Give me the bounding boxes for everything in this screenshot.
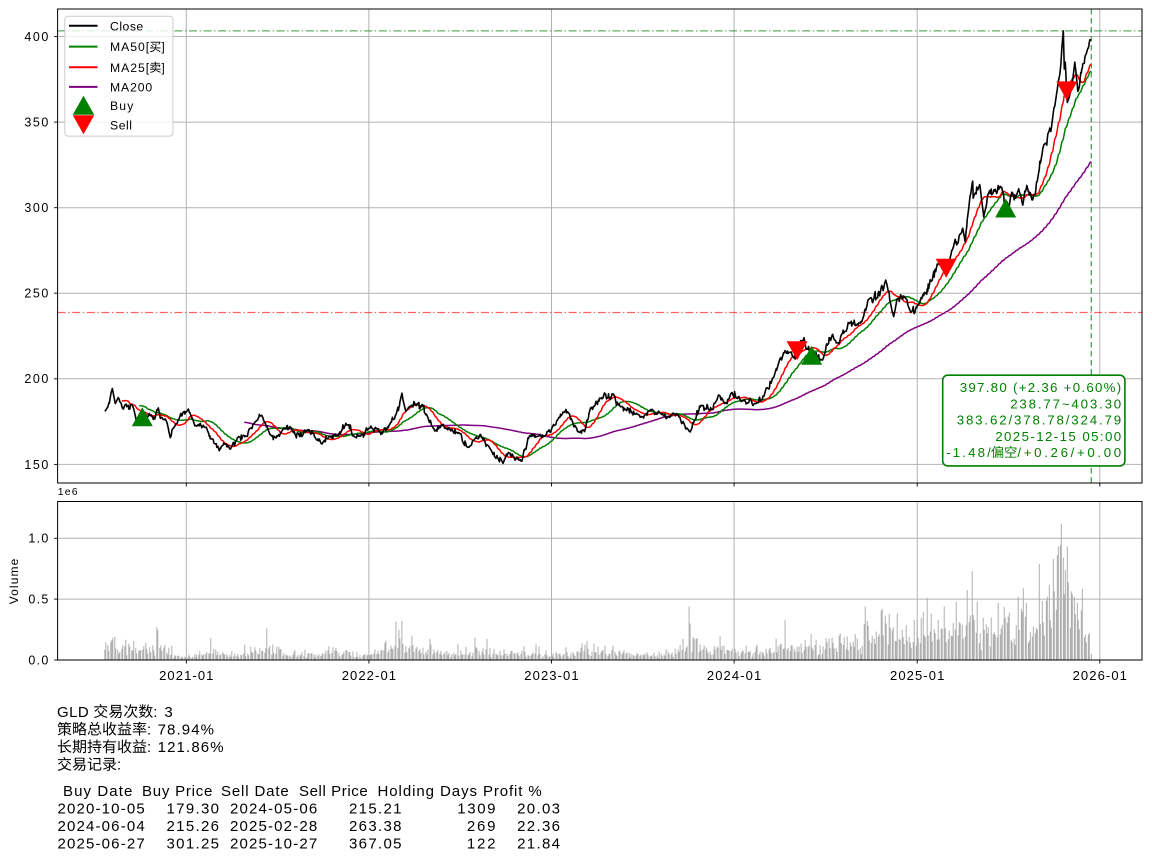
svg-text:397.80 (+2.36 +0.60%): 397.80 (+2.36 +0.60%) — [960, 380, 1121, 395]
svg-text:2025-01: 2025-01 — [890, 668, 944, 683]
svg-text:2026-01: 2026-01 — [1073, 668, 1127, 683]
svg-text:2025-02-28: 2025-02-28 — [230, 818, 317, 835]
svg-text::: : — [117, 757, 121, 774]
svg-text:263.38: 263.38 — [349, 818, 402, 835]
svg-text:2024-05-06: 2024-05-06 — [230, 801, 317, 818]
svg-text:2021-01: 2021-01 — [159, 668, 213, 683]
svg-text:]: ] — [161, 40, 164, 54]
svg-text:2025-10-27: 2025-10-27 — [230, 836, 317, 853]
svg-text:Volume: Volume — [7, 558, 21, 604]
svg-text:-1.48/: -1.48/ — [946, 445, 991, 460]
svg-text:383.62/378.78/324.79: 383.62/378.78/324.79 — [957, 413, 1121, 428]
svg-text:Sell: Sell — [110, 119, 132, 133]
svg-text:400: 400 — [24, 30, 48, 44]
svg-text:301.25: 301.25 — [167, 836, 220, 853]
svg-text:269: 269 — [467, 818, 496, 835]
svg-text:2022-01: 2022-01 — [342, 668, 396, 683]
svg-text:]: ] — [161, 61, 164, 75]
svg-text:200: 200 — [24, 372, 48, 386]
svg-text:238.77~403.30: 238.77~403.30 — [1010, 396, 1121, 411]
svg-text:0.0: 0.0 — [28, 653, 48, 667]
svg-text:Holding Days: Holding Days — [378, 783, 478, 800]
svg-text:Sell Date: Sell Date — [221, 783, 289, 800]
svg-text:: 78.94%: : 78.94% — [147, 721, 214, 738]
svg-text:20.03: 20.03 — [517, 801, 560, 818]
svg-text:1e6: 1e6 — [58, 486, 78, 498]
svg-text:22.36: 22.36 — [517, 818, 560, 835]
svg-text:0.5: 0.5 — [28, 593, 48, 607]
svg-text:122: 122 — [467, 836, 496, 853]
svg-text:350: 350 — [24, 116, 48, 130]
svg-text:2020-10-05: 2020-10-05 — [58, 801, 145, 818]
svg-text:1309: 1309 — [457, 801, 495, 818]
svg-text:21.84: 21.84 — [517, 836, 560, 853]
svg-text:Sell Price: Sell Price — [299, 783, 368, 800]
svg-text:Buy: Buy — [110, 99, 134, 113]
svg-text:Close: Close — [110, 19, 143, 33]
svg-text:150: 150 — [24, 458, 48, 472]
svg-text:367.05: 367.05 — [349, 836, 402, 853]
svg-text:: 121.86%: : 121.86% — [147, 739, 224, 756]
svg-text:300: 300 — [24, 201, 48, 215]
svg-text:MA50[: MA50[ — [110, 40, 150, 54]
svg-text:MA200: MA200 — [110, 81, 152, 95]
svg-text:215.26: 215.26 — [167, 818, 220, 835]
svg-text:1.0: 1.0 — [28, 532, 48, 546]
svg-text:2024-06-04: 2024-06-04 — [58, 818, 145, 835]
svg-text:215.21: 215.21 — [349, 801, 402, 818]
svg-text:179.30: 179.30 — [167, 801, 220, 818]
svg-text:2024-01: 2024-01 — [707, 668, 761, 683]
svg-text:Profit %: Profit % — [483, 783, 542, 800]
svg-text:Buy Date: Buy Date — [63, 783, 132, 800]
svg-text:2023-01: 2023-01 — [524, 668, 578, 683]
svg-text:Buy Price: Buy Price — [142, 783, 212, 800]
svg-text:GLD: GLD — [57, 704, 93, 721]
svg-text:250: 250 — [24, 287, 48, 301]
svg-text:2025-06-27: 2025-06-27 — [58, 836, 145, 853]
svg-text:MA25[: MA25[ — [110, 61, 150, 75]
svg-text:2025-12-15 05:00: 2025-12-15 05:00 — [995, 429, 1121, 444]
